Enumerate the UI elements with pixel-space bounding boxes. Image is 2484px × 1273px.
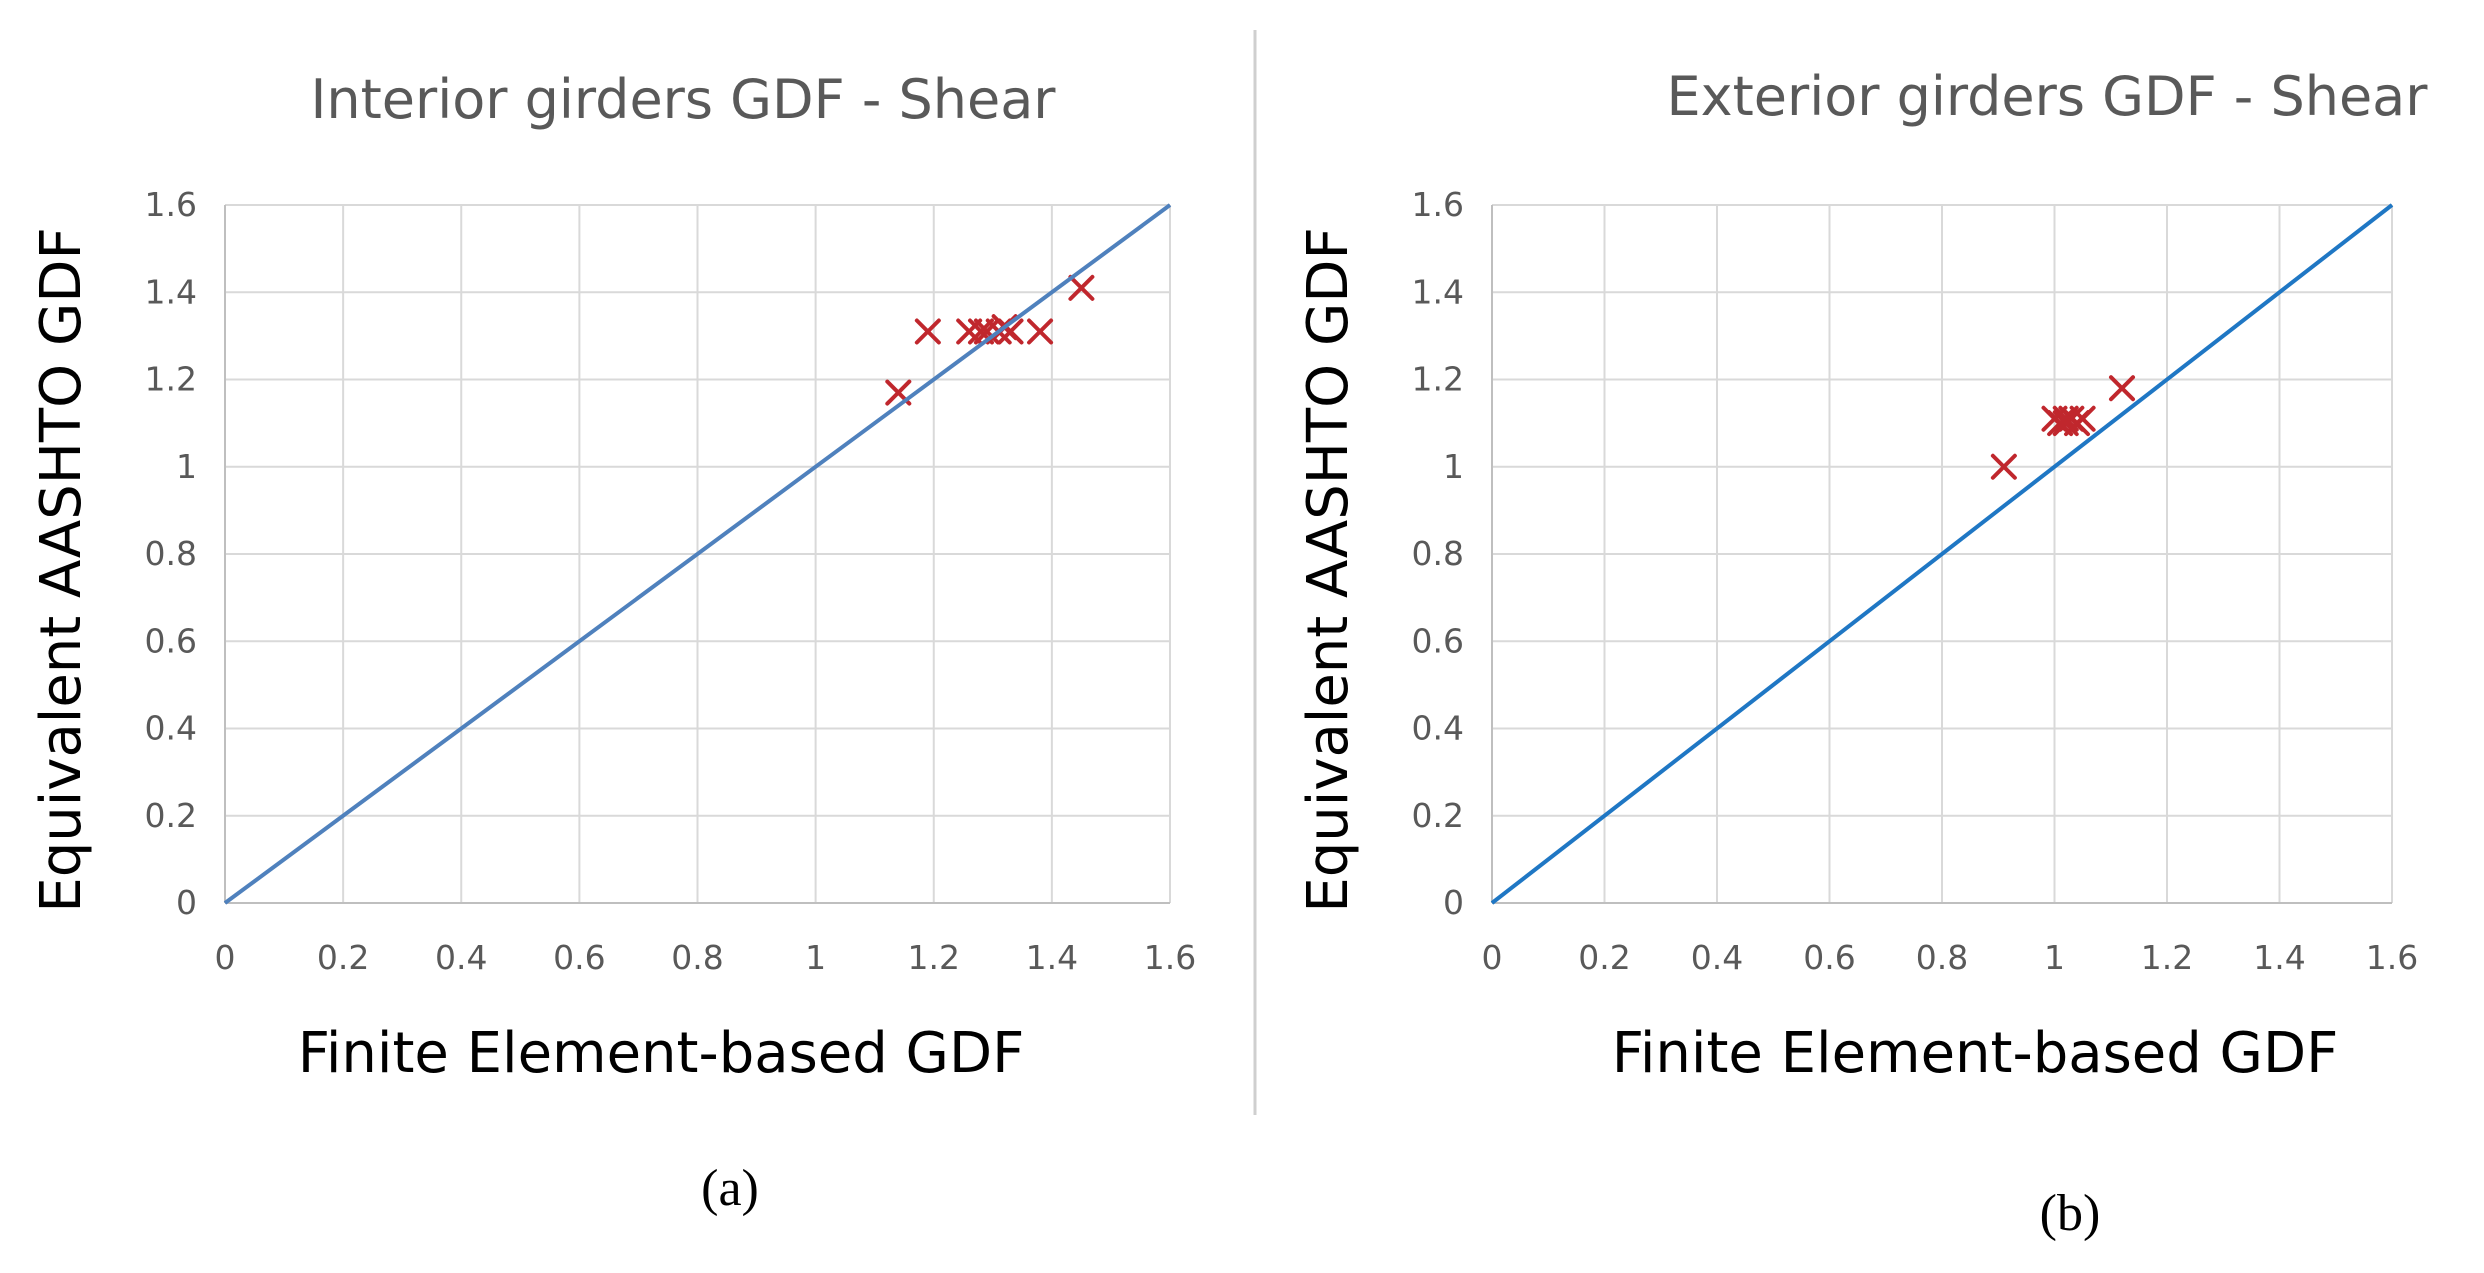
y-tick-label: 1.4 <box>1412 272 1464 311</box>
x-tick-label: 0.2 <box>317 938 369 977</box>
x-tick-label: 1.2 <box>908 938 960 977</box>
x-tick-label: 0.4 <box>1691 938 1743 977</box>
x-tick-label: 0.4 <box>435 938 487 977</box>
data-point <box>914 318 941 345</box>
y-tick-label: 0.8 <box>1412 534 1464 573</box>
chart-panel-a: Interior girders GDF - Shear Equivalent … <box>29 68 1196 1217</box>
x-tick-label: 0.6 <box>1803 938 1855 977</box>
plot-area: 0 0.2 0.4 0.6 0.8 1 1.2 1.4 1.6 0 0.2 0.4 0.6 0.8 1 1.2… <box>145 185 1197 977</box>
plot-area: 0 0.2 0.4 0.6 0.8 1 1.2 1.4 1.6 0 0.2 0.4 0.6 0.8 1 1.2… <box>1412 185 2419 977</box>
y-tick-label: 0.4 <box>1412 709 1464 748</box>
x-tick-label: 1.2 <box>2141 938 2193 977</box>
x-tick-label: 1.4 <box>2253 938 2305 977</box>
chart-title: Interior girders GDF - Shear <box>310 68 1056 131</box>
data-point <box>2069 405 2096 432</box>
x-axis-label: Finite Element-based GDF <box>298 1021 1025 1086</box>
y-tick-label: 1.2 <box>145 360 197 399</box>
x-tick-label: 1 <box>2044 938 2065 977</box>
x-tick-label: 0.2 <box>1578 938 1630 977</box>
y-tick-label: 1 <box>176 447 197 486</box>
x-tick-label: 1.6 <box>1144 938 1196 977</box>
chart-panel-b: Exterior girders GDF - Shear Equivalent … <box>1296 65 2428 1242</box>
y-axis-label: Equivalent AASHTO GDF <box>1296 227 1361 912</box>
x-tick-label: 0.8 <box>671 938 723 977</box>
x-tick-label: 0 <box>215 938 236 977</box>
x-tick-label: 0 <box>1482 938 1503 977</box>
x-axis-label: Finite Element-based GDF <box>1612 1021 2339 1086</box>
panel-label: (b) <box>2040 1185 2101 1242</box>
y-tick-label: 0.6 <box>1412 621 1464 660</box>
y-tick-label: 0 <box>176 883 197 922</box>
reference-line <box>1490 203 2394 905</box>
y-tick-label: 0.2 <box>145 796 197 835</box>
y-tick-label: 1.4 <box>145 272 197 311</box>
reference-line <box>223 203 1172 905</box>
y-tick-label: 1.2 <box>1412 360 1464 399</box>
data-point <box>956 318 983 345</box>
x-tick-label: 1 <box>805 938 826 977</box>
y-tick-label: 0 <box>1443 883 1464 922</box>
y-tick-label: 1.6 <box>1412 185 1464 224</box>
panel-label: (a) <box>701 1160 759 1217</box>
y-tick-label: 1 <box>1443 447 1464 486</box>
data-point <box>1990 453 2017 480</box>
y-tick-label: 0.2 <box>1412 796 1464 835</box>
x-tick-label: 1.6 <box>2366 938 2418 977</box>
x-tick-label: 0.8 <box>1916 938 1968 977</box>
y-tick-label: 0.8 <box>145 534 197 573</box>
x-tick-label: 1.4 <box>1026 938 1078 977</box>
chart-title: Exterior girders GDF - Shear <box>1667 65 2429 128</box>
data-point <box>1068 274 1095 301</box>
data-point <box>1027 318 1054 345</box>
y-tick-label: 0.6 <box>145 621 197 660</box>
x-tick-label: 0.6 <box>553 938 605 977</box>
y-axis-label: Equivalent AASHTO GDF <box>29 227 94 912</box>
data-point <box>997 318 1024 345</box>
data-point <box>2109 375 2135 402</box>
y-tick-label: 0.4 <box>145 709 197 748</box>
y-tick-label: 1.6 <box>145 185 197 224</box>
